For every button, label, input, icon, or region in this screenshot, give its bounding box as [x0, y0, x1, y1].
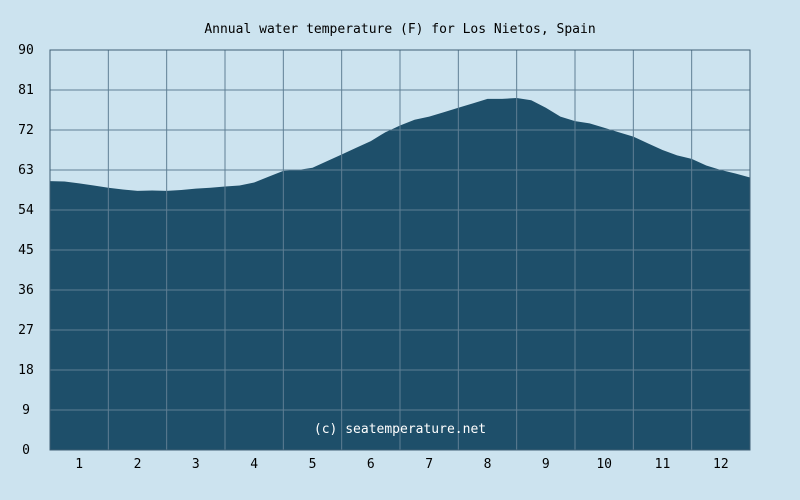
- y-tick-label: 45: [18, 243, 34, 258]
- x-tick-label: 2: [134, 457, 142, 472]
- chart-title: Annual water temperature (F) for Los Nie…: [204, 22, 595, 37]
- x-tick-label: 1: [75, 457, 83, 472]
- y-tick-label: 27: [18, 323, 34, 338]
- y-tick-label: 18: [18, 363, 34, 378]
- x-tick-label: 7: [425, 457, 433, 472]
- y-tick-label: 36: [18, 283, 34, 298]
- y-tick-label: 90: [18, 43, 34, 58]
- x-tick-label: 5: [309, 457, 317, 472]
- plot-border: [49, 49, 751, 451]
- y-tick-label: 54: [18, 203, 34, 218]
- x-tick-label: 12: [713, 457, 729, 472]
- x-tick-label: 10: [596, 457, 612, 472]
- y-tick-label: 0: [22, 443, 30, 458]
- watermark-text: (c) seatemperature.net: [314, 422, 486, 437]
- x-tick-label: 4: [250, 457, 258, 472]
- y-tick-label: 81: [18, 83, 34, 98]
- x-tick-label: 11: [655, 457, 671, 472]
- x-tick-label: 8: [484, 457, 492, 472]
- y-tick-label: 72: [18, 123, 34, 138]
- x-tick-label: 9: [542, 457, 550, 472]
- x-tick-label: 6: [367, 457, 375, 472]
- y-tick-label: 63: [18, 163, 34, 178]
- y-tick-label: 9: [22, 403, 30, 418]
- x-tick-label: 3: [192, 457, 200, 472]
